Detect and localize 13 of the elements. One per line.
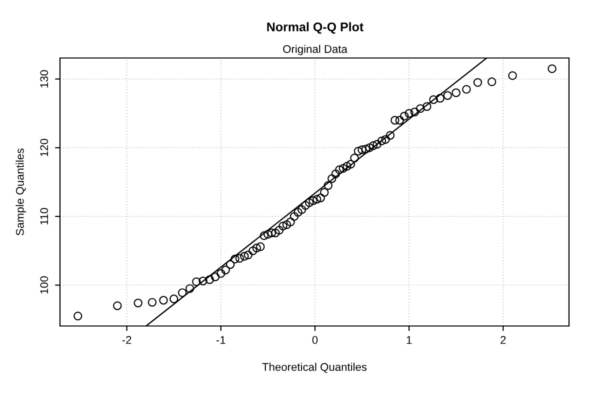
y-tick-label: 120 [40, 138, 48, 156]
x-tick-label: -1 [216, 336, 226, 344]
x-axis-title: Theoretical Quantiles [262, 362, 367, 373]
y-tick-label: 100 [40, 276, 48, 294]
y-axis-title: Sample Quantiles [16, 148, 26, 236]
y-tick-label: 110 [40, 208, 48, 224]
x-tick-label: 2 [500, 336, 506, 344]
chart-title: Normal Q-Q Plot [267, 22, 364, 34]
x-tick-label: 1 [406, 336, 412, 344]
chart-subtitle: Original Data [283, 44, 348, 56]
x-tick-label: 0 [312, 336, 318, 344]
x-tick-label: -2 [122, 336, 132, 344]
y-tick-label: 130 [40, 70, 48, 88]
